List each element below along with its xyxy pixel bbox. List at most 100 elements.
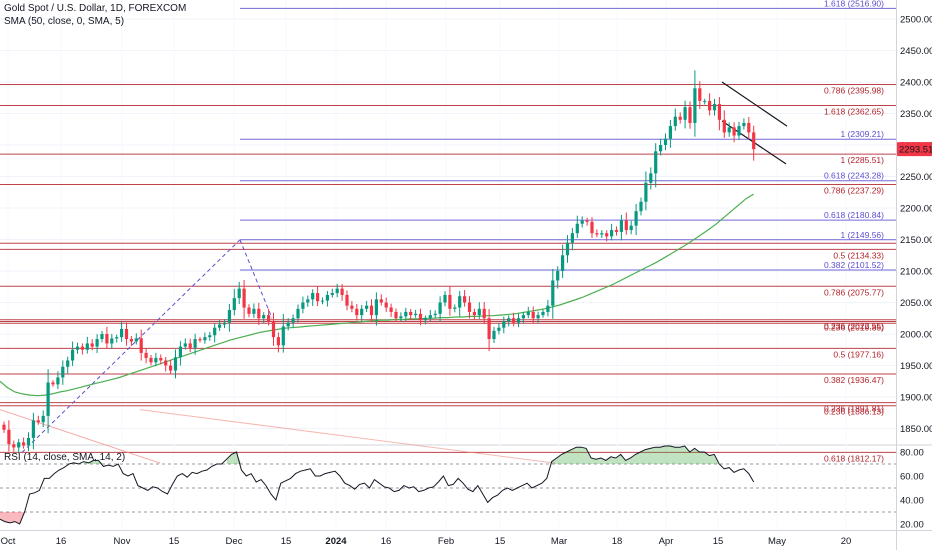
candle-body <box>497 327 501 331</box>
candle-body <box>100 334 104 340</box>
rsi-tick-label: 80.00 <box>900 448 924 459</box>
candle-body <box>703 100 707 102</box>
candle-body <box>134 338 138 342</box>
fib-level-label: 0.236 (2022.55) <box>824 321 884 331</box>
candle-body <box>414 313 418 316</box>
candle-body <box>139 338 143 353</box>
time-tick-label: Feb <box>438 536 454 547</box>
candle-body <box>75 346 80 350</box>
candle-body <box>286 322 290 327</box>
candle-body <box>502 321 506 328</box>
candle-body <box>227 310 231 323</box>
candle-body <box>22 442 26 446</box>
candle-body <box>551 280 555 306</box>
candle-body <box>188 343 192 348</box>
candle-body <box>350 305 354 309</box>
rsi-pane: 20.00 40.00 60.00 80.00 <box>0 445 924 531</box>
time-tick-label: 15 <box>713 536 724 547</box>
fib-level-label: 0.382 (1936.47) <box>824 375 884 385</box>
candle-body <box>257 308 261 319</box>
candle-body <box>320 300 325 302</box>
candle-body <box>71 349 75 361</box>
candle-body <box>56 377 60 385</box>
candle-body <box>369 305 374 316</box>
price-tick-label: 1950.00 <box>900 361 932 372</box>
candlestick-series <box>2 70 756 454</box>
trend-line-red <box>139 409 556 464</box>
candle-body <box>183 343 187 347</box>
candle-body <box>232 298 236 311</box>
price-axis[interactable]: 1850.00 1900.00 1950.00 2000.00 2050.00 2100.… <box>897 15 932 436</box>
candle-body <box>80 346 84 350</box>
candle-body <box>36 420 40 423</box>
price-tick-label: 2400.00 <box>900 78 932 89</box>
candle-body <box>580 220 584 224</box>
time-tick-label: Nov <box>114 536 131 547</box>
candle-body <box>531 311 535 319</box>
candle-body <box>698 88 702 101</box>
candle-body <box>467 302 472 312</box>
candle-body <box>463 296 467 303</box>
candle-body <box>688 107 692 123</box>
candle-body <box>389 307 393 312</box>
symbol-legend[interactable]: Gold Spot / U.S. Dollar, 1D, FOREXCOM <box>4 3 187 14</box>
time-tick-label: Apr <box>659 536 674 547</box>
candle-body <box>433 313 437 316</box>
candle-body <box>742 122 746 127</box>
candle-body <box>330 293 334 295</box>
candle-body <box>717 104 721 120</box>
fib-level-label: 0.236 (2019.85) <box>824 322 884 332</box>
candle-body <box>105 334 109 344</box>
candle-body <box>727 127 731 133</box>
fib-level-label: 0.382 (2101.52) <box>824 260 884 270</box>
candle-body <box>590 221 594 234</box>
candle-body <box>678 116 682 120</box>
candle-body <box>649 173 653 183</box>
candle-body <box>124 328 129 340</box>
candle-body <box>61 366 65 378</box>
last-price-label: 2293.51 <box>899 145 932 156</box>
candle-body <box>541 311 545 316</box>
candle-body <box>570 233 574 243</box>
candle-body <box>453 307 457 309</box>
candle-body <box>575 223 579 234</box>
candle-body <box>683 107 687 120</box>
candle-body <box>472 311 476 316</box>
candle-body <box>556 271 560 281</box>
candle-body <box>428 315 432 319</box>
price-tick-label: 1900.00 <box>900 393 932 404</box>
candle-body <box>360 308 364 316</box>
fib-level-label: 0.236 (1886.13) <box>824 407 884 417</box>
candle-body <box>673 116 677 127</box>
candle-body <box>95 339 99 347</box>
fib-level-label: 0.5 (2134.33) <box>833 250 884 260</box>
time-axis[interactable]: Oct 16 Nov 15 Dec 15 2024 16 Feb 15 Mar 18 Apr 15 May 2… <box>1 536 852 547</box>
candle-body <box>438 302 442 314</box>
candle-body <box>644 182 648 202</box>
candle-body <box>129 339 133 342</box>
candle-body <box>355 308 359 316</box>
fib-level-label: 1 (2285.51) <box>841 155 885 165</box>
rsi-legend[interactable]: RSI (14, close, SMA, 14, 2) <box>4 452 126 463</box>
candle-body <box>31 420 35 438</box>
candle-body <box>301 302 305 309</box>
candle-body <box>722 119 726 133</box>
candle-body <box>242 288 246 308</box>
candle-body <box>619 220 623 232</box>
price-tick-label: 2350.00 <box>900 109 932 120</box>
candle-body <box>546 305 550 312</box>
candle-body <box>237 288 241 299</box>
candle-body <box>693 88 697 123</box>
sma-legend[interactable]: SMA (50, close, 0, SMA, 5) <box>4 16 125 27</box>
candle-body <box>443 294 447 303</box>
candle-body <box>311 293 315 300</box>
fib-swing-down-line <box>239 239 273 319</box>
price-tick-label: 2000.00 <box>900 330 932 341</box>
candle-body <box>115 337 119 339</box>
candle-body <box>605 233 609 237</box>
candle-body <box>404 311 408 317</box>
candle-body <box>340 288 344 295</box>
candle-body <box>585 220 589 222</box>
